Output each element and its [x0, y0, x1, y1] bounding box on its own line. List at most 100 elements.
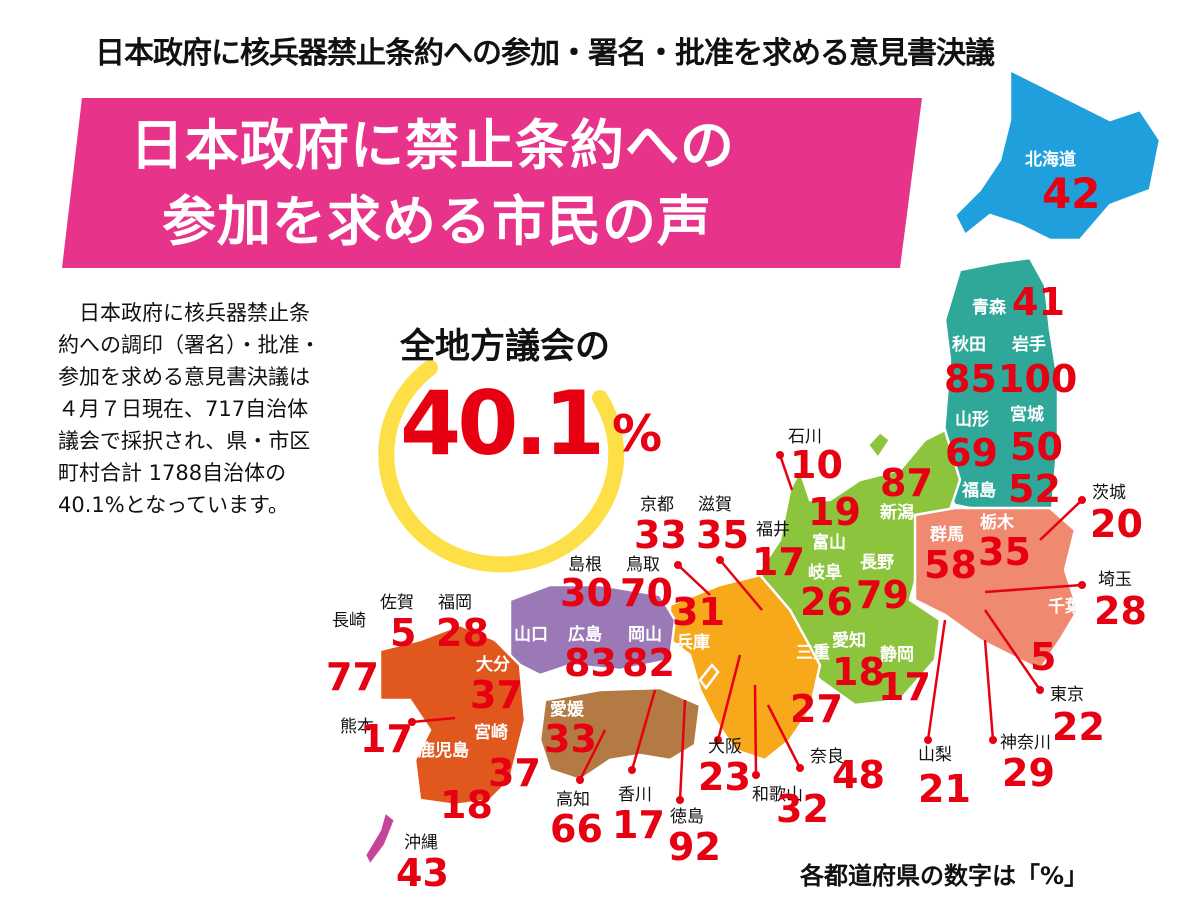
pref-value-gunma: 58 — [924, 543, 977, 587]
pref-value-nagano: 79 — [856, 573, 909, 617]
pref-name-nagasaki: 長崎 — [332, 611, 366, 631]
pref-value-tokushima: 92 — [668, 825, 721, 869]
leader-kyoto — [677, 564, 711, 596]
pref-name-oita: 大分 — [476, 654, 510, 675]
pref-value-shimane: 30 — [560, 571, 613, 615]
leader-yamanashi — [926, 619, 947, 741]
banner-shape — [62, 98, 922, 268]
prefecture-labels: 北海道 42 青森 41 秋田 85 岩手 100 山形 69 宮城 50 福島… — [326, 149, 1147, 895]
pref-value-shizuoka: 17 — [878, 665, 931, 709]
pref-value-ibaraki: 20 — [1090, 502, 1143, 546]
pref-name-fukui: 福井 — [756, 520, 790, 540]
pref-name-ibaraki: 茨城 — [1092, 483, 1126, 503]
pref-name-hyogo: 兵庫 — [676, 632, 710, 653]
pref-value-nagasaki: 77 — [326, 655, 379, 699]
leader-kumamoto — [411, 716, 456, 724]
leader-saitama — [984, 583, 1083, 594]
pref-value-yamagata: 69 — [945, 431, 998, 475]
footnote: 各都道府県の数字は「%」 — [800, 862, 1089, 890]
body-line: 約への調印（署名）・批准・ — [58, 333, 321, 357]
pref-name-saitama: 埼玉 — [1098, 570, 1132, 590]
pref-name-akita: 秋田 — [952, 334, 986, 355]
pref-name-miyazaki: 宮崎 — [474, 722, 508, 743]
super-title: 日本政府に核兵器禁止条約への参加・署名・批准を求める意見書決議 — [95, 36, 995, 71]
pref-name-iwate: 岩手 — [1011, 334, 1046, 355]
pref-name-kanagawa: 神奈川 — [1000, 733, 1051, 753]
pref-value-hyogo: 31 — [672, 590, 725, 634]
pref-name-wakayama: 和歌山 — [752, 785, 803, 805]
pref-name-hokkaido: 北海道 — [1025, 149, 1076, 170]
pref-name-fukuoka: 福岡 — [438, 593, 472, 613]
pref-name-yamanashi: 山梨 — [918, 745, 952, 765]
pref-value-miyagi: 50 — [1010, 425, 1063, 469]
pref-value-kagawa: 17 — [612, 803, 665, 847]
pref-value-iwate: 100 — [998, 357, 1077, 401]
pref-value-hiroshima: 83 — [564, 641, 617, 685]
pref-name-tokyo: 東京 — [1050, 685, 1084, 705]
leader-lines — [408, 451, 1086, 804]
pref-name-ehime: 愛媛 — [550, 699, 585, 720]
pref-value-fukushima: 52 — [1008, 467, 1061, 511]
stat-ring — [378, 360, 625, 573]
pref-name-kochi: 高知 — [556, 790, 590, 810]
pref-name-yamagata: 山形 — [955, 409, 989, 430]
pref-name-aomori: 青森 — [972, 297, 1007, 318]
stat-caption: 全地方議会の — [400, 327, 611, 367]
pref-value-yamanashi: 21 — [918, 767, 971, 811]
leader-ishikawa — [778, 454, 794, 491]
ring-arc — [378, 360, 625, 573]
pref-name-tochigi: 栃木 — [980, 512, 1015, 533]
pref-value-chiba: 5 — [1030, 635, 1056, 679]
pref-value-saga: 5 — [390, 611, 416, 655]
pref-value-mie: 27 — [790, 687, 843, 731]
pref-value-tochigi: 35 — [978, 530, 1031, 574]
pref-value-shiga: 35 — [696, 513, 749, 557]
pref-name-shizuoka: 静岡 — [880, 644, 914, 665]
region-chugoku — [508, 583, 677, 677]
region-kanto — [913, 506, 1080, 672]
pref-value-kyoto: 33 — [634, 513, 687, 557]
body-text: 日本政府に核兵器禁止条 約への調印（署名）・批准・ 参加を求める意見書決議は ４… — [58, 297, 358, 521]
leader-osaka — [716, 654, 742, 741]
body-line: 40.1%となっています。 — [58, 493, 289, 517]
body-line: 参加を求める意見書決議は — [58, 365, 310, 389]
pref-value-kochi: 66 — [550, 807, 603, 851]
pref-value-niigata: 87 — [880, 461, 933, 505]
pref-name-yamaguchi: 山口 — [514, 625, 548, 645]
pref-value-ishikawa: 10 — [790, 443, 843, 487]
pref-value-kagoshima: 18 — [440, 783, 493, 827]
pref-name-kagawa: 香川 — [618, 785, 652, 805]
pref-name-miyagi: 宮城 — [1010, 404, 1044, 425]
pref-value-okinawa: 43 — [396, 851, 449, 895]
leader-kochi — [578, 729, 607, 781]
region-shikoku — [538, 686, 702, 782]
region-okinawa — [363, 809, 397, 868]
pref-name-mie: 三重 — [796, 642, 830, 663]
pref-name-toyama: 富山 — [812, 532, 846, 553]
pref-value-saitama: 28 — [1094, 589, 1147, 633]
pref-name-shimane: 島根 — [568, 555, 602, 575]
body-line: 議会で採択され、県・市区 — [58, 429, 311, 453]
pref-name-nagano: 長野 — [860, 553, 894, 573]
main-title: 日本政府に禁止条約への 参加を求める市民の声 — [130, 108, 850, 260]
pref-value-toyama: 19 — [808, 490, 861, 534]
pref-value-miyazaki: 37 — [488, 751, 541, 795]
pref-name-hiroshima: 広島 — [568, 624, 602, 645]
island-sado — [866, 430, 892, 461]
pref-name-nara: 奈良 — [810, 747, 844, 767]
pref-value-hokkaido: 42 — [1042, 169, 1100, 218]
pref-value-fukui: 17 — [752, 540, 805, 584]
pref-value-okayama: 82 — [622, 641, 675, 685]
body-line: 町村合計 1788自治体の — [58, 461, 287, 485]
pref-name-osaka: 大阪 — [708, 737, 742, 757]
pref-value-akita: 85 — [944, 357, 997, 401]
region-hokkaido — [953, 67, 1162, 242]
pref-value-fukuoka: 28 — [436, 611, 489, 655]
pref-name-okayama: 岡山 — [628, 625, 662, 645]
leader-wakayama — [753, 684, 758, 776]
pref-value-ehime: 33 — [544, 717, 597, 761]
pref-value-osaka: 23 — [698, 755, 751, 799]
pref-name-gifu: 岐阜 — [808, 562, 842, 583]
pref-name-shiga: 滋賀 — [698, 495, 732, 515]
